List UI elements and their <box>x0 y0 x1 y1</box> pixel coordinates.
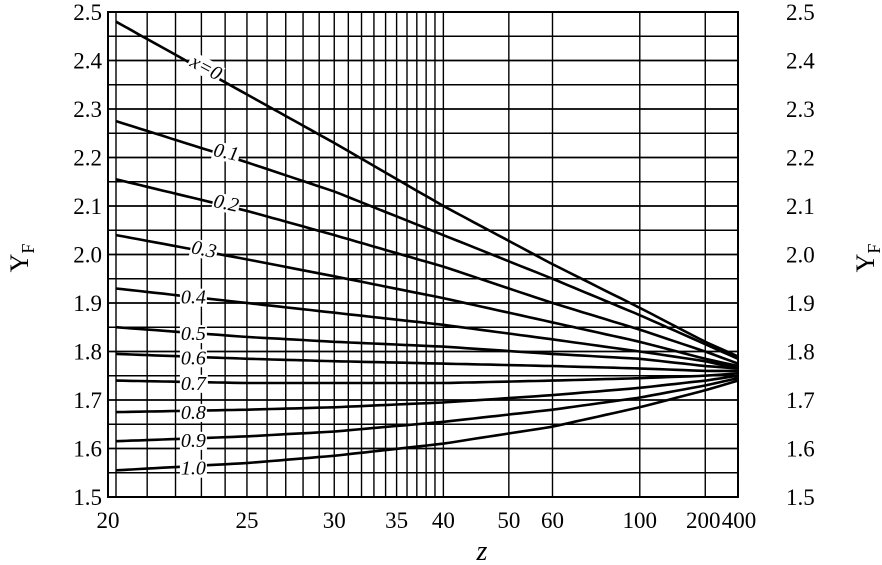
y-tick-label-left: 1.5 <box>73 485 102 510</box>
series-label: 0.3 <box>189 236 218 263</box>
series-label: 1.0 <box>181 458 206 480</box>
series-label-bg <box>179 459 207 478</box>
series-curve <box>115 325 739 370</box>
x-tick-label: 50 <box>497 508 520 533</box>
series-curve <box>115 178 739 365</box>
svg-text:YF: YF <box>5 244 38 273</box>
y-tick-label-left: 2.3 <box>73 97 102 122</box>
series-label: 0.9 <box>181 430 206 452</box>
series-label-bg <box>179 288 207 307</box>
series-label-bg <box>179 403 207 422</box>
plot-frame <box>107 11 739 498</box>
y-axis-title-left-main: Y <box>5 253 34 272</box>
series-curve <box>115 372 739 385</box>
y-tick-label-left: 1.8 <box>73 340 102 365</box>
series-label-bg <box>179 325 207 344</box>
series-curve <box>115 374 739 414</box>
y-tick-label-right: 1.6 <box>786 437 815 462</box>
y-axis-title-left-sub: F <box>18 244 38 254</box>
y-axis-title-right-main: Y <box>851 253 880 272</box>
y-tick-label-right: 1.5 <box>786 485 815 510</box>
y-tick-label-left: 2.0 <box>73 243 102 268</box>
y-tick-label-right: 2.2 <box>786 146 815 171</box>
x-tick-label: 200 <box>686 508 721 533</box>
series-label: 0.6 <box>181 347 206 369</box>
grid-layer <box>108 11 738 498</box>
y-tick-label-right: 1.8 <box>786 340 815 365</box>
series-label-bg <box>188 238 220 262</box>
y-tick-label-right: 2.4 <box>786 49 815 74</box>
y-tick-label-right: 2.1 <box>786 194 815 219</box>
tick-layer: 20 25 30 35 40 50 60 100 200 400 1.5 1.5 1.6 1.6 1.7 1.… <box>73 0 815 533</box>
y-axis-title-left: YF <box>5 244 38 273</box>
series-label-bg <box>179 374 208 393</box>
y-axis-title-right: YF <box>851 244 882 273</box>
x-tick-label: 20 <box>97 508 120 533</box>
series-label: 0.8 <box>181 402 206 424</box>
series-label: 0.5 <box>181 323 206 345</box>
y-tick-label-left: 1.7 <box>73 388 102 413</box>
series-curve <box>115 376 739 443</box>
y-tick-label-left: 2.4 <box>73 49 102 74</box>
series-label-bg <box>179 349 207 368</box>
y-tick-label-right: 2.0 <box>786 243 815 268</box>
series-label-bg <box>179 431 207 450</box>
y-tick-label-right: 1.9 <box>786 291 815 316</box>
x-axis-title: z <box>476 536 488 565</box>
series-label-bg <box>211 191 242 216</box>
series-label-bg <box>185 51 226 84</box>
y-tick-label-right: 2.5 <box>786 0 815 25</box>
series-curve <box>115 379 739 472</box>
series-label: 0.2 <box>212 190 241 217</box>
y-tick-label-right: 1.7 <box>786 388 815 413</box>
x-tick-label: 35 <box>385 508 408 533</box>
y-tick-label-left: 1.9 <box>73 291 102 316</box>
x-tick-label: 100 <box>623 508 658 533</box>
y-tick-label-left: 1.6 <box>73 437 102 462</box>
series-label-bg <box>211 140 242 165</box>
series-label: 0.4 <box>181 287 206 309</box>
y-axis-title-right-sub: F <box>864 244 882 254</box>
x-tick-label: 25 <box>235 508 258 533</box>
series-curve <box>115 20 739 358</box>
x-tick-label: 30 <box>323 508 346 533</box>
x-tick-label: 400 <box>722 508 757 533</box>
x-tick-label: 60 <box>541 508 564 533</box>
y-tick-label-left: 2.5 <box>73 0 102 25</box>
y-tick-label-left: 2.2 <box>73 146 102 171</box>
series-curve <box>115 287 739 370</box>
series-label: 0.1 <box>212 139 241 166</box>
y-tick-label-left: 2.1 <box>73 194 102 219</box>
x-tick-label: 40 <box>432 508 455 533</box>
y-tick-label-right: 2.3 <box>786 97 815 122</box>
series-curve <box>115 352 738 373</box>
svg-text:YF: YF <box>851 244 882 273</box>
series-label: 0.7 <box>181 373 207 395</box>
label-layer: x=00.10.20.30.40.50.60.70.80.91.0 <box>179 50 242 480</box>
series-curve <box>115 233 739 368</box>
